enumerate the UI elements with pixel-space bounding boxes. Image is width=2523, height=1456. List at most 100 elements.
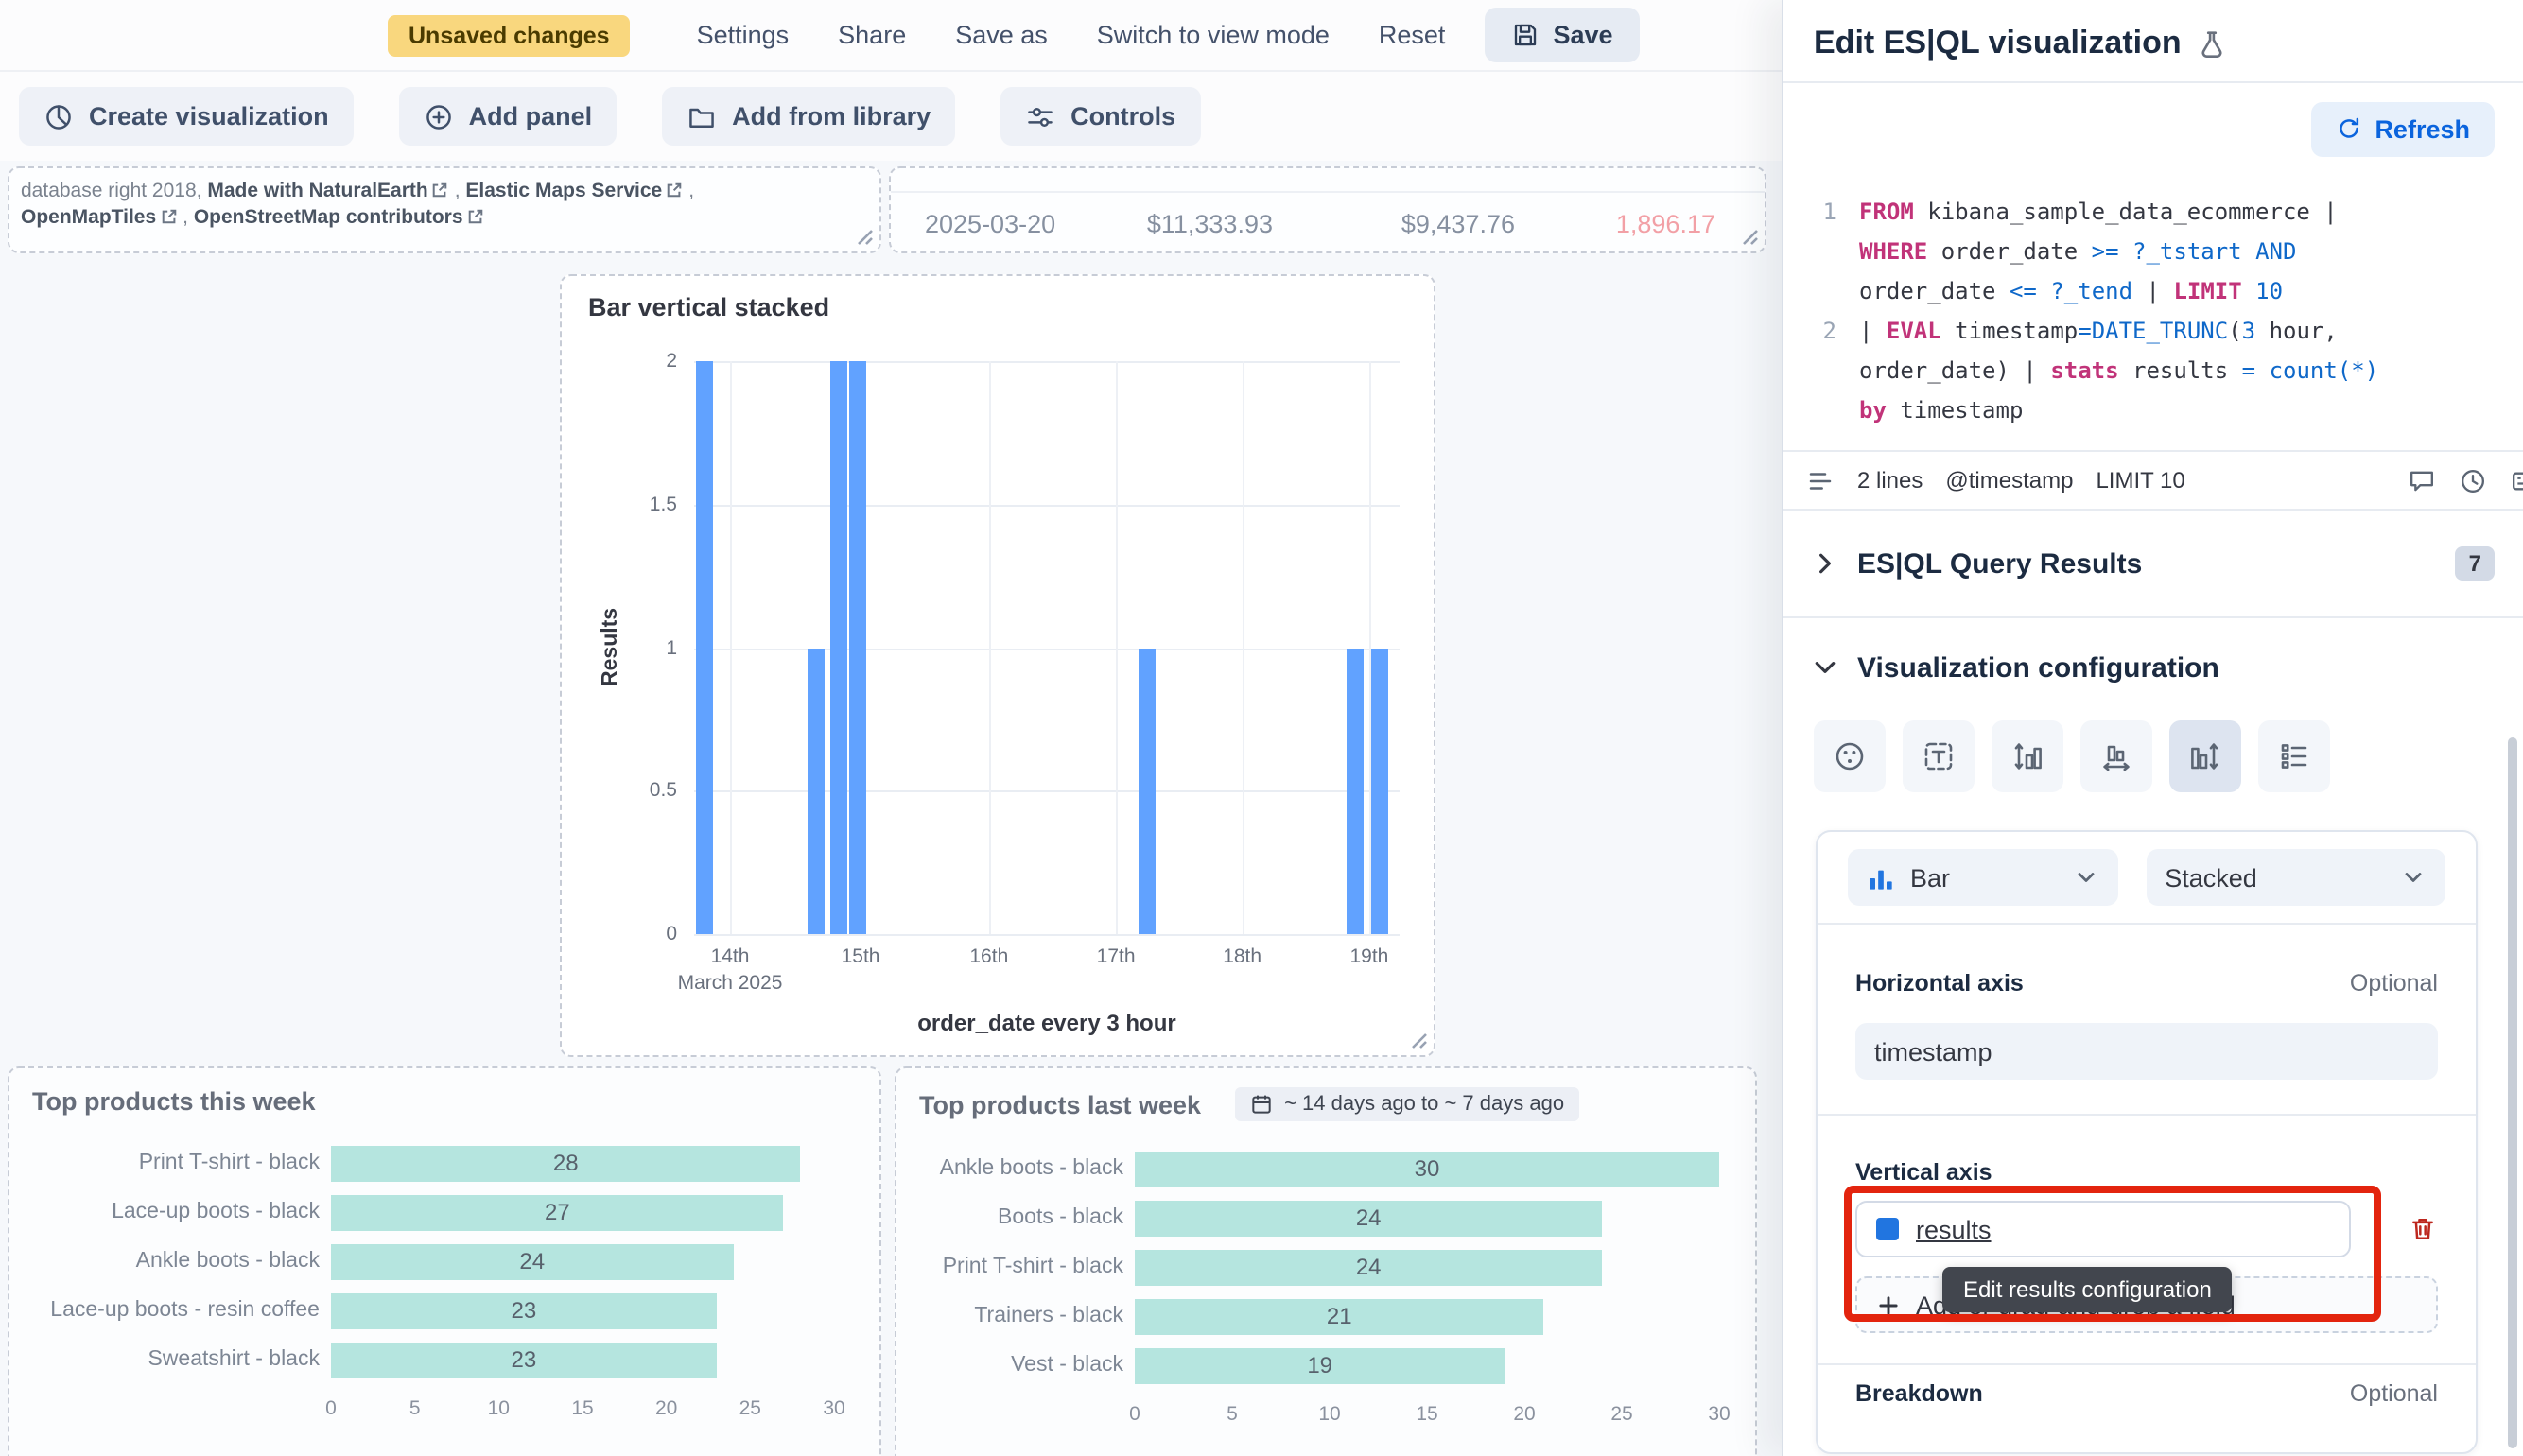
bar[interactable]: 21 [1135,1298,1544,1334]
code-token: FROM [1859,199,1914,225]
map-panel-partial[interactable]: database right 2018, Made with NaturalEa… [8,166,881,253]
reference-button[interactable] [2510,466,2523,494]
add-from-library-label: Add from library [732,102,931,130]
panel-header: Top products last week ~ 14 days ago to … [896,1068,1755,1121]
editor-limit[interactable]: LIMIT 10 [2096,467,2185,494]
panel-header: Top products this week [9,1068,879,1116]
sliders-icon [1028,107,1053,126]
left-axis-button[interactable] [1992,720,2063,792]
style-icon [1836,742,1864,771]
attribution-link[interactable]: OpenMapTiles [21,206,157,229]
attribution-link[interactable]: Elastic Maps Service [465,180,663,202]
bottom-axis-button[interactable] [2080,720,2152,792]
x-axis-title: order_date every 3 hour [917,1010,1176,1036]
bar-series-segment[interactable] [807,648,825,934]
bar-series-segment[interactable] [1346,648,1364,934]
bar[interactable]: 28 [331,1145,801,1181]
bar-series-segment[interactable] [1370,648,1388,934]
external-link-icon [433,182,448,198]
y-tick-label: 2 [666,350,677,373]
x-tick-label: 0 [325,1397,337,1420]
gridline [694,648,1400,650]
create-visualization-button[interactable]: Create visualization [19,87,354,146]
bar-row: Print T-shirt - black 28 [25,1138,879,1187]
refresh-label: Refresh [2375,114,2470,143]
x-tick-label: 14th March 2025 [677,945,783,995]
create-visualization-label: Create visualization [89,102,329,130]
gridline [1242,361,1244,934]
panel-resize-handle[interactable] [855,227,874,246]
code-token: count(*) [2269,357,2379,384]
bar-series-segment[interactable] [830,361,848,934]
reset-button[interactable]: Reset [1354,9,1470,61]
titles-text-button[interactable] [1903,720,1975,792]
recent-queries-button[interactable] [2459,466,2487,494]
style-button[interactable] [1814,720,1886,792]
bar[interactable]: 27 [331,1194,784,1230]
code-token: timestamp [1886,397,2024,424]
vertical-axis-field-results[interactable]: results [1855,1201,2351,1257]
panel-resize-handle[interactable] [1740,227,1759,246]
editor-time-field[interactable]: @timestamp [1945,467,2074,494]
bar-series-segment[interactable] [1138,648,1156,934]
esql-code-editor[interactable]: 1 FROM kibana_sample_data_ecommerce | WHE… [1784,174,2523,450]
bar[interactable]: 24 [1135,1200,1603,1236]
code-token: kibana_sample_data_ecommerce | [1913,199,2352,225]
x-tick-label: 20 [1513,1403,1536,1426]
share-button[interactable]: Share [813,9,931,61]
controls-button[interactable]: Controls [1000,87,1201,146]
results-count-badge: 7 [2455,546,2495,581]
bar[interactable]: 24 [1135,1249,1603,1285]
refresh-button[interactable]: Refresh [2310,101,2495,156]
code-token [2242,278,2255,304]
stacking-dropdown[interactable]: Stacked [2146,849,2445,906]
chart-type-dropdown[interactable]: Bar [1848,849,2118,906]
bar-chart-plot-area: 0 0.5 1 1.5 2 14th March 2025 15th 16th 17th 18th 1… [650,350,1400,995]
bar-chart-icon [1870,869,1892,889]
save-button[interactable]: Save [1485,8,1640,62]
bar[interactable]: 30 [1135,1151,1719,1187]
y-tick-label: 1.5 [649,493,677,516]
add-panel-button[interactable]: Add panel [398,87,618,146]
category-label: Ankle boots - black [939,1157,1123,1180]
table-panel-partial[interactable]: 2025-03-20 $11,333.93 $9,437.76 1,896.17 [889,166,1766,253]
attribution-link[interactable]: Made with NaturalEarth [207,180,428,202]
add-from-library-button[interactable]: Add from library [662,87,956,146]
bar[interactable]: 23 [331,1342,717,1378]
delete-field-button[interactable] [2408,1214,2438,1244]
external-link-icon [667,182,682,198]
esql-query-results-section[interactable]: ES|QL Query Results 7 [1784,511,2523,618]
bar-series-segment[interactable] [849,361,867,934]
feedback-button[interactable] [2408,466,2436,494]
bar[interactable]: 19 [1135,1347,1505,1383]
flyout-scrollbar[interactable] [2508,737,2517,1448]
horizontal-axis-label: Horizontal axis [1855,970,2024,997]
code-token: timestamp [1940,318,2079,344]
time-range-badge[interactable]: ~ 14 days ago to ~ 7 days ago [1235,1087,1580,1121]
optional-label: Optional [2349,970,2438,997]
bar[interactable]: 23 [331,1292,717,1328]
bar-vertical-stacked-panel[interactable]: Bar vertical stacked Results 0 0.5 1 1.5 2 14… [560,274,1436,1057]
attribution-text: database right 2018, [21,180,208,202]
settings-button[interactable]: Settings [672,9,814,61]
top-products-last-week-panel[interactable]: Top products last week ~ 14 days ago to … [895,1066,1757,1456]
x-tick-label: 5 [409,1397,421,1420]
right-axis-button[interactable] [2169,720,2241,792]
top-products-this-week-panel[interactable]: Top products this week Print T-shirt - b… [8,1066,881,1456]
bar[interactable]: 24 [331,1243,734,1279]
x-tick-label: 18th [1223,945,1262,968]
legend-button[interactable] [2258,720,2330,792]
plus-icon [1879,1295,1898,1314]
results-field-link[interactable]: results [1916,1215,1992,1243]
trash-icon [2411,1218,2434,1240]
horizontal-axis-field[interactable]: timestamp [1855,1023,2438,1080]
gridline [730,361,733,934]
panel-title: Bar vertical stacked [588,293,830,321]
switch-to-view-mode-button[interactable]: Switch to view mode [1072,9,1354,61]
attribution-link[interactable]: OpenStreetMap contributors [193,206,463,229]
external-link-icon [161,209,176,224]
save-as-button[interactable]: Save as [931,9,1072,61]
bar-series-segment[interactable] [696,361,714,934]
panel-resize-handle[interactable] [1409,1031,1428,1049]
visualization-configuration-section[interactable]: Visualization configuration [1784,618,2523,717]
